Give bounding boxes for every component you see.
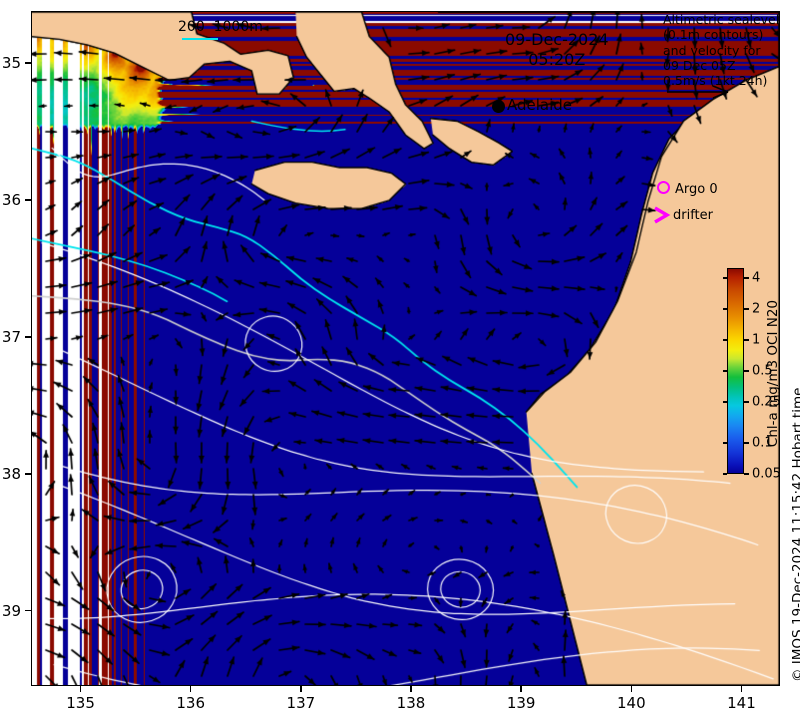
colorbar-title: Chl-a mg/m3 OCI N20 xyxy=(765,300,781,448)
y-tick-label: 37 xyxy=(1,327,21,346)
colorbar-tick xyxy=(723,339,727,341)
x-tick xyxy=(630,686,633,692)
colorbar-tick xyxy=(723,401,727,403)
altimetry-note: Altimetric sealevel (0.1m contours) and … xyxy=(663,12,780,88)
colorbar-tick xyxy=(744,473,749,475)
attribution-text: © IMOS 19-Dec-2024 11:15:42 Hobart time xyxy=(790,387,800,682)
x-tick-label: 138 xyxy=(396,694,426,712)
adelaide-label: Adelaide xyxy=(507,96,573,114)
map-plot-area[interactable] xyxy=(31,11,780,686)
colorbar-tick xyxy=(723,442,727,444)
argo-marker-icon xyxy=(657,181,670,194)
y-tick xyxy=(25,336,31,338)
time-text: 05:20Z xyxy=(528,49,586,69)
y-tick xyxy=(25,609,31,612)
colorbar-tick-label: 2 xyxy=(752,301,761,317)
drifter-marker-icon xyxy=(654,206,671,224)
y-tick-label: 39 xyxy=(1,601,21,620)
velocity-scale-arrow-icon xyxy=(667,85,729,99)
colorbar-tick xyxy=(744,401,749,403)
colorbar-tick-label: 4 xyxy=(752,270,761,286)
colorbar-tick-label: 1 xyxy=(752,332,761,348)
chlorophyll-raster xyxy=(32,12,779,685)
x-tick-label: 137 xyxy=(286,694,316,712)
colorbar-gradient xyxy=(727,268,744,474)
argo-legend-label: Argo 0 xyxy=(675,182,718,197)
colorbar-tick xyxy=(744,370,749,372)
colorbar-tick xyxy=(744,277,749,279)
x-tick-label: 141 xyxy=(727,694,756,712)
x-tick xyxy=(520,686,522,692)
depth-contour-200m-swatch xyxy=(182,38,218,40)
colorbar-tick xyxy=(744,308,749,310)
colorbar-tick xyxy=(723,277,727,279)
colorbar-tick-label: 0.25 xyxy=(752,394,781,410)
adelaide-marker-icon xyxy=(492,100,505,113)
x-tick xyxy=(79,686,82,692)
datetime-annotation: 09-Dec-2024 05:20Z xyxy=(505,30,609,69)
x-tick-label: 136 xyxy=(176,694,206,712)
x-tick-label: 139 xyxy=(506,694,536,712)
colorbar-tick-label: 0.1 xyxy=(752,435,773,451)
colorbar-tick xyxy=(744,442,749,444)
y-tick xyxy=(25,62,31,64)
drifter-legend-label: drifter xyxy=(673,208,713,223)
y-tick-label: 36 xyxy=(1,190,21,209)
y-tick xyxy=(25,473,31,475)
colorbar-tick xyxy=(723,370,727,372)
y-tick-label: 38 xyxy=(1,464,21,483)
date-text: 09-Dec-2024 xyxy=(505,30,609,49)
x-tick xyxy=(740,686,743,692)
y-tick-label: 35 xyxy=(1,54,21,73)
colorbar-tick-label: 0.5 xyxy=(752,363,773,379)
x-tick-label: 135 xyxy=(66,694,95,712)
colorbar-tick xyxy=(723,308,727,310)
x-tick xyxy=(300,686,302,692)
y-tick xyxy=(25,199,31,201)
colorbar: 4 2 1 0.5 0.25 0.1 0.05 xyxy=(723,268,781,482)
depth-contour-legend: 200 1000m xyxy=(178,19,263,35)
x-tick-label: 140 xyxy=(616,694,646,712)
colorbar-tick xyxy=(744,339,749,341)
x-tick xyxy=(410,686,412,692)
colorbar-tick xyxy=(723,473,727,475)
colorbar-tick-label: 0.05 xyxy=(752,466,781,482)
x-tick xyxy=(189,686,192,692)
